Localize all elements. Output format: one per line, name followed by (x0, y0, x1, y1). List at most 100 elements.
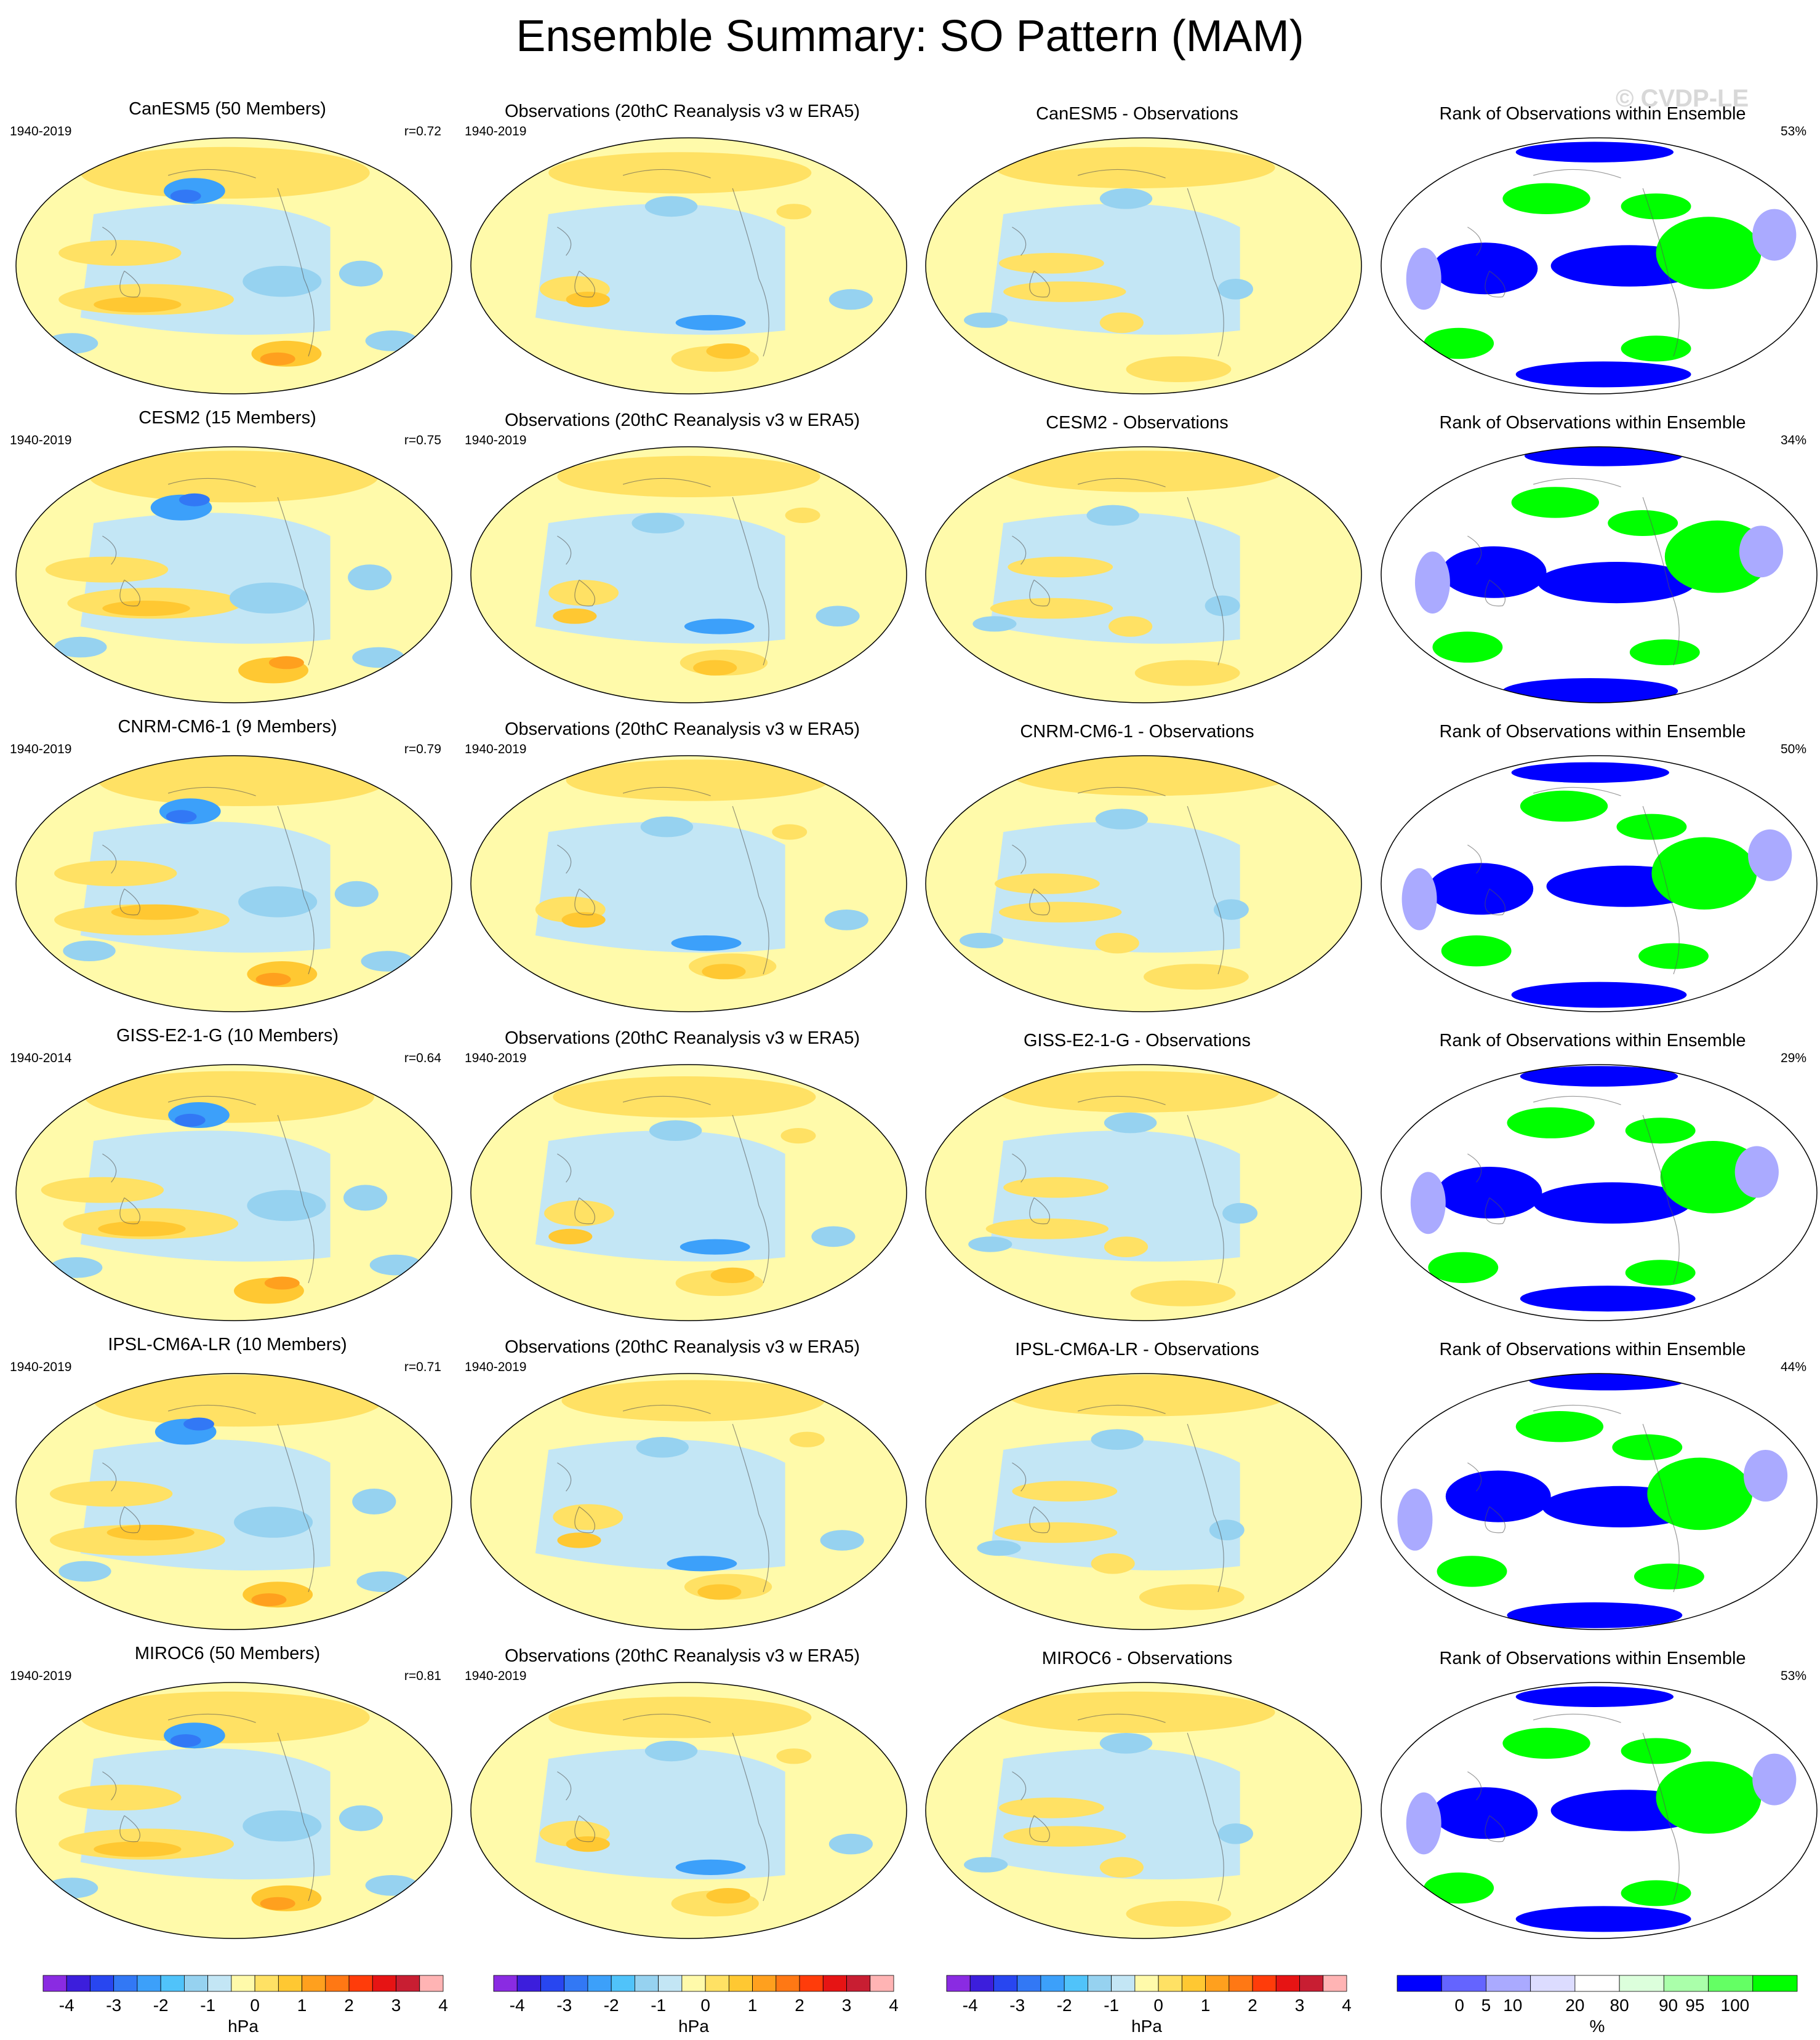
colorbar-swatch (1017, 1975, 1041, 1992)
colorbar-swatch (946, 1975, 971, 1992)
colorbar-tick-label: -3 (1009, 1996, 1025, 2015)
panel-title: Rank of Observations within Ensemble (1439, 413, 1746, 433)
panel-obs: Observations (20thC Reanalysis v3 w ERA5… (455, 92, 910, 401)
map-frame (470, 446, 908, 704)
panel-title: Observations (20thC Reanalysis v3 w ERA5… (504, 102, 860, 121)
colorbar-swatch (611, 1975, 635, 1992)
colorbar-swatch (1134, 1975, 1159, 1992)
colorbar-tick-label: 5 (1481, 1996, 1491, 2015)
colorbar-swatch (1619, 1975, 1664, 1992)
colorbar-swatch (278, 1975, 302, 1992)
panel-title: Rank of Observations within Ensemble (1439, 104, 1746, 124)
panel-title: Observations (20thC Reanalysis v3 w ERA5… (504, 1646, 860, 1666)
pressure-map (15, 137, 452, 394)
rank-map (1381, 446, 1818, 703)
colorbar-swatch (184, 1975, 209, 1992)
panel-diff: CNRM-CM6-1 - Observations (910, 710, 1365, 1019)
panel-years: 1940-2019 (465, 124, 527, 138)
pressure-map (925, 137, 1362, 394)
pressure-map (470, 1682, 907, 1939)
colorbar-unit-label: hPa (678, 2017, 709, 2036)
colorbar-unit-label: hPa (1131, 2017, 1162, 2036)
panel-obs: Observations (20thC Reanalysis v3 w ERA5… (455, 1637, 910, 1946)
map-frame (15, 1681, 453, 1940)
panel-title: CanESM5 (50 Members) (129, 99, 326, 119)
panel-years: 1940-2019 (10, 1669, 72, 1683)
panel-years: 1940-2019 (465, 742, 527, 756)
pattern-correlation: r=0.81 (404, 1669, 441, 1683)
panel-years: 1940-2019 (10, 433, 72, 447)
panel-diff: CanESM5 - Observations (910, 92, 1365, 401)
panel-title: CNRM-CM6-1 (9 Members) (118, 717, 337, 737)
colorbar-swatch (516, 1975, 541, 1992)
colorbar-tick-label: 4 (889, 1996, 899, 2015)
map-frame (15, 137, 453, 395)
map-frame (470, 1681, 908, 1940)
colorbar-swatch (90, 1975, 114, 1992)
panel-title: MIROC6 (50 Members) (134, 1644, 321, 1663)
colorbar-swatch (1530, 1975, 1576, 1992)
map-frame (1380, 137, 1818, 395)
colorbar-swatch (137, 1975, 161, 1992)
map-frame (470, 754, 908, 1013)
panel-title: CESM2 (15 Members) (138, 408, 316, 428)
colorbar-tick-label: 2 (795, 1996, 804, 2015)
panel-rank: Rank of Observations within Ensemble 50% (1365, 710, 1820, 1019)
colorbar-swatch (493, 1975, 518, 1992)
pressure-map (15, 446, 452, 703)
panel-title: Rank of Observations within Ensemble (1439, 1031, 1746, 1050)
colorbar-tick-label: 90 (1659, 1996, 1678, 2015)
panel-years: 1940-2019 (10, 1360, 72, 1374)
colorbar-swatch (1275, 1975, 1300, 1992)
colorbar-tick-label: -2 (153, 1996, 169, 2015)
colorbar-swatch (1441, 1975, 1486, 1992)
colorbar-tick-label: -4 (510, 1996, 525, 2015)
panel-obs: Observations (20thC Reanalysis v3 w ERA5… (455, 1328, 910, 1637)
colorbar-tick-label: -1 (200, 1996, 215, 2015)
colorbar-tick-label: -4 (59, 1996, 74, 2015)
panel-rank: Rank of Observations within Ensemble 44% (1365, 1328, 1820, 1637)
colorbar-swatch (254, 1975, 279, 1992)
colorbar-graphic: -4 -3 -2 -1 0 1 2 3 4 hPa (42, 1975, 448, 2036)
map-frame (924, 754, 1363, 1013)
pressure-map (470, 755, 907, 1012)
panel-title: GISS-E2-1-G (10 Members) (116, 1026, 339, 1046)
colorbar-swatch (1040, 1975, 1065, 1992)
colorbar-tick-label: 0 (1153, 1996, 1163, 2015)
pressure-map (925, 1682, 1362, 1939)
colorbar-swatch (113, 1975, 138, 1992)
panel-title: CanESM5 - Observations (1036, 104, 1238, 124)
panel-title: Rank of Observations within Ensemble (1439, 722, 1746, 742)
colorbar-swatch (1158, 1975, 1182, 1992)
colorbar-swatch (993, 1975, 1018, 1992)
colorbar-swatch (658, 1975, 683, 1992)
panel-years: 1940-2019 (10, 742, 72, 756)
colorbar-swatch (1064, 1975, 1088, 1992)
pressure-map (470, 1373, 907, 1630)
pattern-correlation: r=0.72 (404, 124, 441, 138)
panel-rank: Rank of Observations within Ensemble 53% (1365, 1637, 1820, 1946)
colorbar-swatch (969, 1975, 994, 1992)
pressure-map (925, 1373, 1362, 1630)
colorbar-swatch (1111, 1975, 1136, 1992)
colorbar-tick-label: 20 (1565, 1996, 1584, 2015)
panel-model: CNRM-CM6-1 (9 Members) 1940-2019 r=0.79 (0, 710, 455, 1019)
panel-years: 1940-2014 (10, 1051, 72, 1065)
colorbar-swatch (870, 1975, 894, 1992)
colorbar-3: -4 -3 -2 -1 0 1 2 3 4 hPa (934, 1975, 1359, 2036)
map-frame (15, 754, 453, 1013)
colorbar-tick-label: 2 (1248, 1996, 1257, 2015)
map-frame (15, 1372, 453, 1631)
colorbar-swatch (66, 1975, 90, 1992)
pattern-correlation: r=0.75 (404, 433, 441, 447)
map-frame (1380, 1372, 1818, 1631)
pressure-map (470, 446, 907, 703)
pattern-correlation: r=0.79 (404, 742, 441, 756)
colorbar-swatch (1205, 1975, 1230, 1992)
colorbar-swatch (42, 1975, 67, 1992)
map-frame (470, 1372, 908, 1631)
colorbar-swatch (1323, 1975, 1347, 1992)
colorbar-swatch (1574, 1975, 1620, 1992)
map-frame (15, 446, 453, 704)
colorbar-unit-label: hPa (228, 2017, 259, 2036)
